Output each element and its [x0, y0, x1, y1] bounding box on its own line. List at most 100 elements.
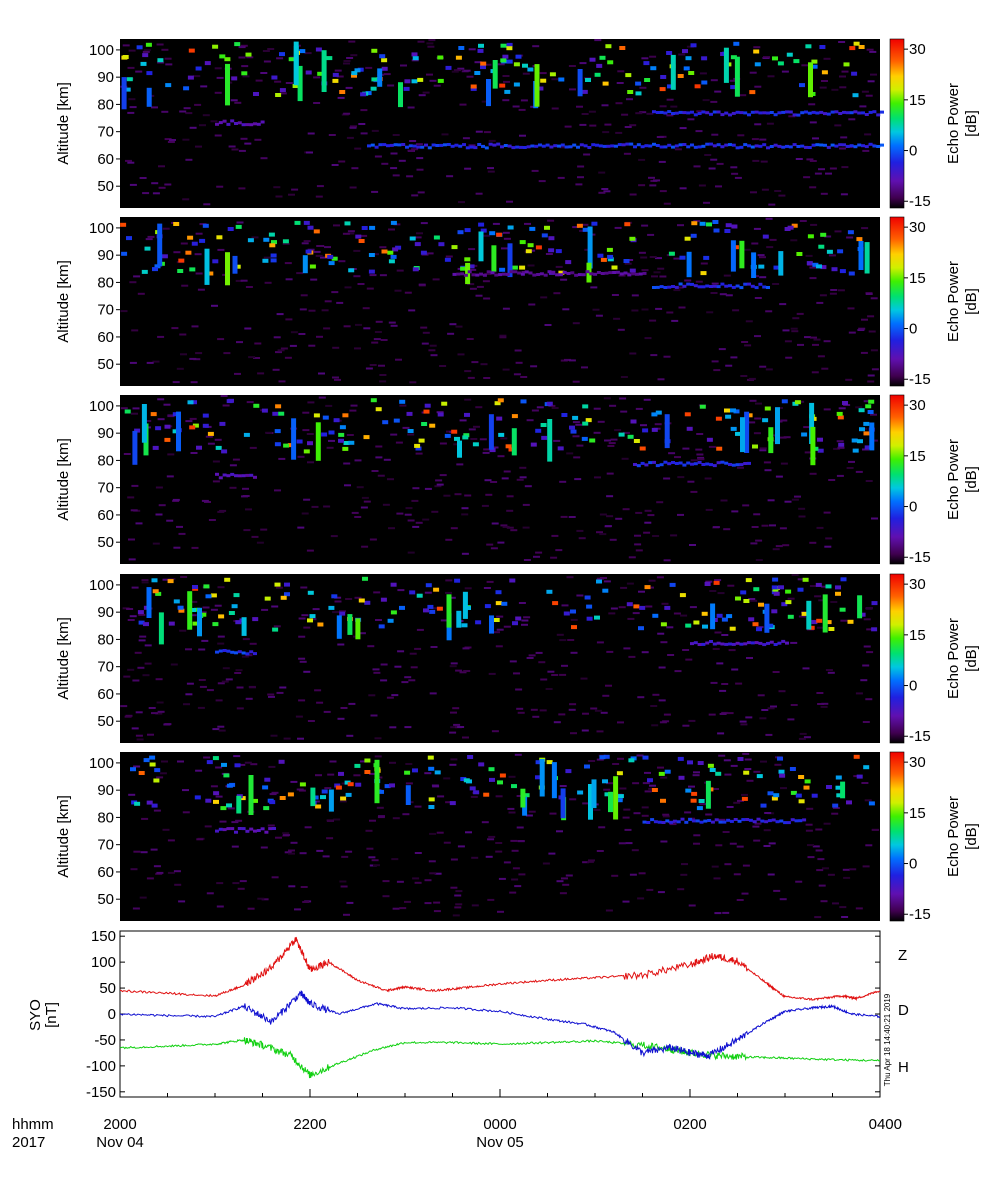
heatmap-cell [167, 141, 175, 143]
heatmap-cell [472, 442, 479, 447]
heatmap-cell [627, 90, 634, 94]
heatmap-cell [439, 365, 447, 367]
colorbar-tick-label: 15 [909, 627, 926, 644]
heatmap-cell [530, 442, 537, 447]
echo-cell [720, 642, 725, 646]
heatmap-cell [801, 64, 809, 67]
heatmap-cell [735, 596, 741, 601]
heatmap-cell [369, 274, 377, 277]
heatmap-cell [458, 201, 465, 204]
heatmap-cell [809, 585, 817, 587]
heatmap-cell [809, 541, 817, 544]
heatmap-cell [429, 692, 437, 695]
heatmap-cell [212, 756, 219, 761]
echo-cell [762, 643, 767, 647]
heatmap-cell [730, 55, 737, 60]
heatmap-cell [804, 779, 811, 784]
heatmap-cell [763, 461, 771, 464]
y-tick-label: 70 [97, 837, 114, 854]
heatmap-cell [404, 900, 411, 903]
heatmap-cell [614, 429, 622, 432]
heatmap-cell [838, 407, 846, 410]
heatmap-cell [450, 662, 458, 665]
heatmap-cell [724, 408, 730, 413]
heatmap-cell [570, 618, 578, 621]
heatmap-cell [714, 579, 722, 582]
heatmap-cell [623, 152, 631, 155]
heatmap-cell [200, 612, 207, 617]
heatmap-cell [391, 694, 399, 697]
heatmap-cell [339, 90, 346, 94]
heatmap-cell [374, 759, 380, 804]
heatmap-cell [347, 230, 355, 233]
heatmap-cell [613, 317, 621, 320]
heatmap-cell [641, 57, 649, 60]
heatmap-cell [446, 594, 452, 628]
heatmap-cell [193, 358, 201, 361]
heatmap-cell [449, 665, 457, 668]
heatmap-cell [290, 841, 298, 844]
heatmap-cell [120, 407, 128, 410]
heatmap-cell [390, 152, 398, 155]
heatmap-cell [568, 708, 576, 711]
heatmap-cell [348, 268, 355, 273]
heatmap-cell [639, 86, 647, 89]
heatmap-cell [438, 242, 445, 247]
heatmap-cell [548, 248, 555, 253]
echo-cell [640, 145, 645, 149]
heatmap-cell [499, 773, 506, 778]
altitude-label: Altitude [km] [55, 617, 72, 700]
heatmap-cell [572, 226, 580, 229]
echo-cell [743, 462, 748, 465]
heatmap-cell [415, 521, 423, 524]
heatmap-cell [771, 609, 778, 614]
echo-cell [517, 271, 522, 275]
heatmap-cell [619, 46, 626, 50]
heatmap-cell [516, 826, 524, 829]
echo-cell [386, 144, 390, 148]
heatmap-cell [756, 626, 764, 629]
heatmap-cell [559, 785, 567, 787]
heatmap-cell [462, 591, 468, 619]
heatmap-cell [253, 403, 260, 408]
heatmap-cell [306, 549, 314, 552]
heatmap-cell [741, 796, 748, 801]
heatmap-cell [293, 41, 299, 86]
heatmap-cell [187, 75, 194, 80]
heatmap-cell [561, 877, 568, 880]
echo-cell [549, 145, 554, 149]
echo-cell [786, 821, 791, 825]
heatmap-cell [711, 282, 719, 285]
echo-cell [728, 113, 732, 117]
heatmap-cell [624, 222, 631, 227]
heatmap-cell [616, 82, 624, 84]
heatmap-cell [690, 43, 697, 48]
echo-cell [397, 143, 402, 147]
heatmap-cell [195, 769, 203, 772]
heatmap-cell [332, 376, 339, 379]
heatmap-cell [522, 63, 528, 68]
heatmap-cell [721, 683, 729, 685]
heatmap-cell [341, 855, 349, 858]
echo-cell [218, 121, 223, 125]
heatmap-cell [812, 343, 819, 346]
heatmap-cell [185, 112, 193, 115]
heatmap-cell [346, 136, 354, 139]
heatmap-cell [150, 412, 157, 417]
echo-cell [479, 272, 484, 276]
echo-cell [826, 112, 831, 116]
heatmap-cell [457, 67, 465, 70]
heatmap-cell [638, 590, 645, 593]
echo-cell [767, 819, 772, 823]
heatmap-cell [424, 879, 432, 882]
heatmap-cell [178, 532, 186, 535]
heatmap-cell [619, 787, 627, 790]
heatmap-cell [375, 320, 383, 323]
heatmap-cell [575, 423, 583, 426]
heatmap-cell [364, 600, 371, 605]
heatmap-cell [839, 906, 847, 909]
echo-cell [864, 113, 869, 116]
heatmap-cell [643, 398, 651, 401]
heatmap-cell [199, 238, 206, 243]
heatmap-cell [486, 79, 491, 107]
